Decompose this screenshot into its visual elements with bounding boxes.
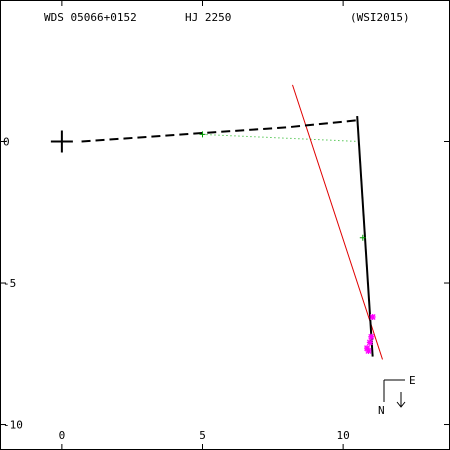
observation-point-magenta: [365, 347, 372, 354]
observation-point-magenta: [369, 313, 376, 320]
observation-point-green: [359, 234, 366, 241]
observation-point-magenta: [364, 345, 371, 352]
observation-point-green: [199, 131, 206, 138]
reference-label: (WSI2015): [350, 11, 410, 24]
wds-id-label: WDS 05066+0152: [44, 11, 137, 24]
observation-point-magenta: [368, 333, 375, 340]
observation-point-magenta: [366, 339, 373, 346]
north-arrow-icon: [396, 392, 406, 408]
discoverer-label: HJ 2250: [185, 11, 231, 24]
axis-tick-labels: 0 5 10 0 -5 -10: [3, 136, 350, 442]
dashed-orbit-path: [81, 119, 358, 143]
y-tick-label: -5: [3, 277, 16, 290]
x-tick-label: 10: [337, 429, 350, 442]
primary-star-marker: [50, 130, 73, 153]
fit-line: [292, 84, 383, 360]
north-label: N: [378, 404, 385, 417]
x-tick-label: 0: [59, 429, 66, 442]
y-tick-label: 0: [3, 136, 10, 149]
east-label: E: [409, 374, 416, 387]
orientation-indicator: E N: [378, 374, 416, 417]
x-tick-label: 5: [199, 429, 206, 442]
plot-series: [50, 84, 383, 360]
y-tick-label: -10: [3, 419, 23, 432]
